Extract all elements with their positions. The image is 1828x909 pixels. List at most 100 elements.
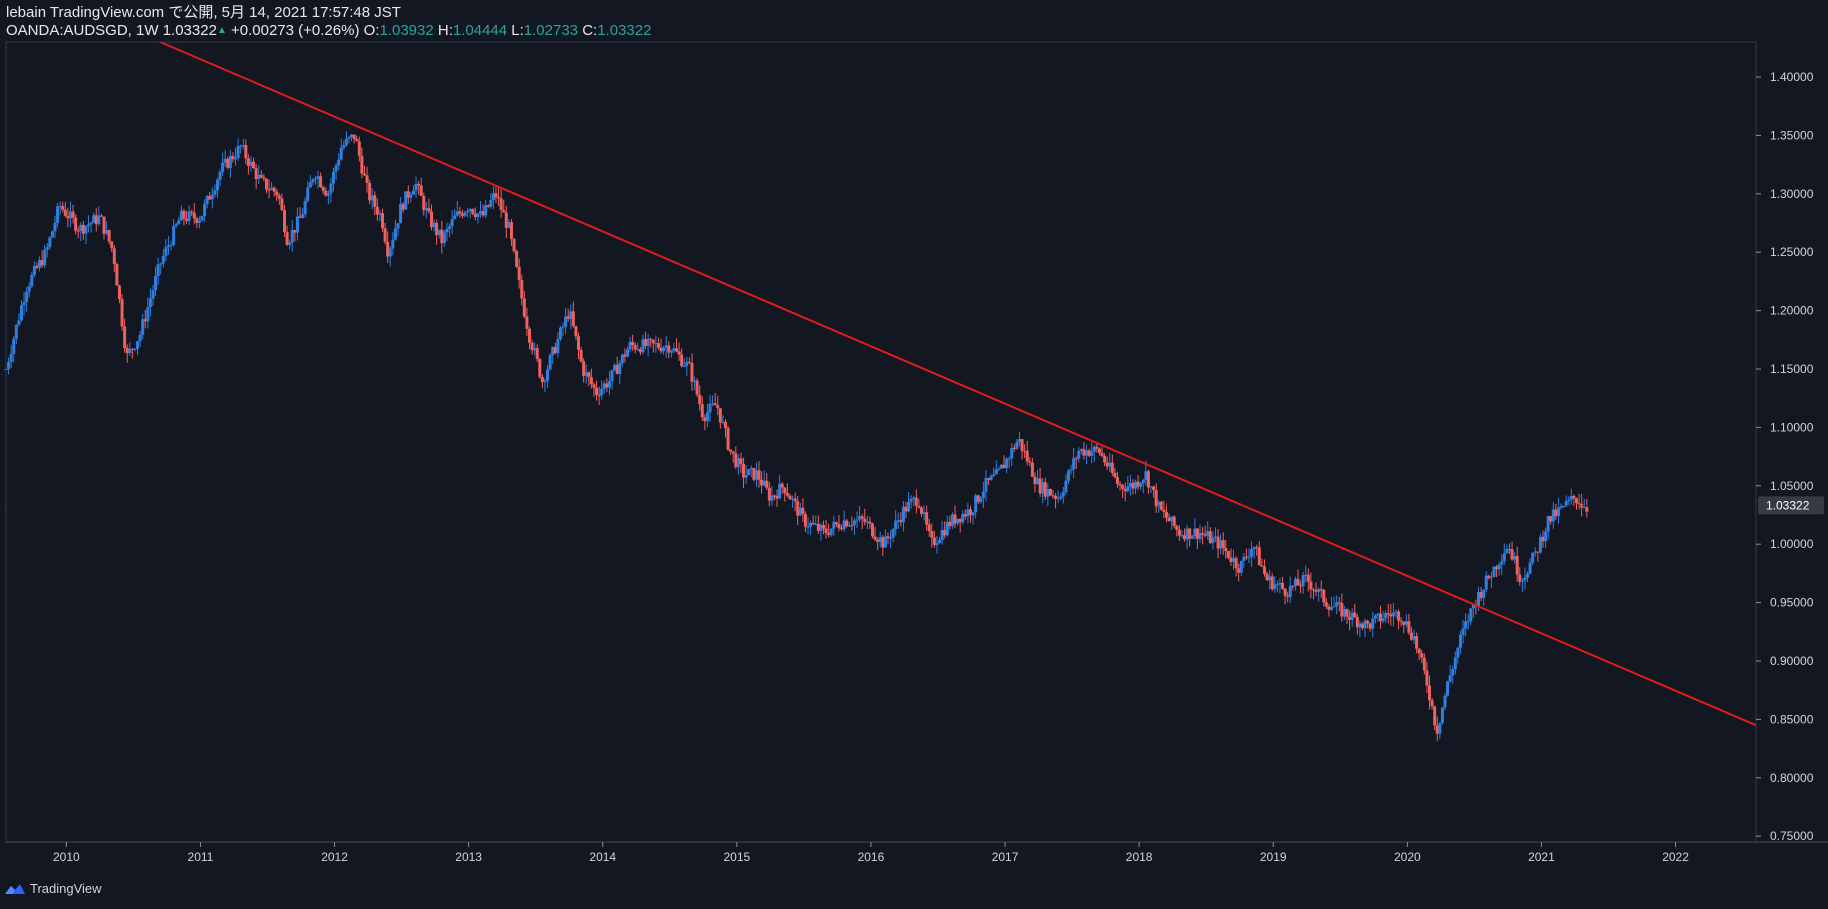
candle-up [1526, 573, 1530, 578]
candle-up [200, 215, 204, 221]
trend-line[interactable] [159, 41, 1757, 727]
candle-down [811, 522, 815, 524]
candle-up [154, 276, 158, 291]
candle-down [587, 372, 591, 378]
candle-up [303, 200, 307, 215]
candle-down [1281, 582, 1285, 589]
open-label: O: [363, 22, 380, 39]
candle-down [840, 528, 844, 530]
candle-down [365, 175, 369, 183]
candle-up [1232, 558, 1236, 562]
candle-down [1012, 447, 1016, 449]
candle-down [110, 241, 114, 249]
candle-up [1484, 575, 1488, 590]
candle-up [404, 191, 408, 210]
candle-up [1059, 496, 1063, 499]
candle-up [1538, 536, 1542, 553]
candle-down [1296, 578, 1300, 586]
candle-up [1041, 482, 1045, 494]
candle-up [463, 212, 467, 216]
candle-up [798, 507, 802, 516]
candle-down [1397, 611, 1401, 621]
candle-up [146, 307, 150, 322]
candle-up [1466, 621, 1470, 623]
candle-up [241, 145, 245, 147]
candle-up [1528, 562, 1532, 574]
candle-down [61, 206, 65, 210]
x-tick-label: 2015 [723, 850, 750, 864]
candle-up [1007, 458, 1011, 460]
candle-up [339, 147, 343, 160]
candle-down [1515, 555, 1519, 575]
candle-down [775, 495, 779, 499]
candle-down [1360, 623, 1364, 628]
candle-up [432, 222, 436, 228]
candle-up [607, 381, 611, 388]
candle-down [74, 217, 78, 231]
candle-down [522, 298, 526, 317]
candle-up [466, 211, 470, 213]
candle-down [1386, 613, 1390, 615]
candle-up [749, 467, 753, 470]
candle-up [12, 338, 16, 354]
candle-down [1435, 725, 1439, 734]
plot-frame [5, 41, 1757, 843]
y-tick-label: 0.95000 [1770, 596, 1814, 610]
candle-up [1108, 462, 1112, 467]
candle-up [669, 350, 673, 353]
candle-down [914, 497, 918, 506]
candle-down [1270, 576, 1274, 590]
candle-up [842, 520, 846, 530]
candle-down [486, 205, 490, 207]
candle-up [1456, 647, 1460, 658]
candle-down [687, 362, 691, 364]
ohlc-line: OANDA:AUDSGD, 1W 1.03322▲ +0.00273 (+0.2… [6, 22, 651, 40]
candle-up [301, 214, 305, 218]
candle-up [249, 161, 253, 166]
open-value: 1.03932 [379, 22, 434, 39]
candle-down [1175, 526, 1179, 530]
candle-up [584, 372, 588, 376]
candle-down [1572, 496, 1576, 499]
candle-down [760, 479, 764, 486]
candle-up [747, 469, 751, 476]
candle-up [306, 187, 310, 201]
candle-up [1092, 446, 1096, 452]
candle-down [352, 134, 356, 139]
candle-up [1139, 483, 1143, 487]
candle-up [979, 497, 983, 502]
candle-down [1430, 700, 1434, 707]
candle-down [968, 509, 972, 516]
candle-up [654, 343, 658, 345]
candle-down [1379, 613, 1383, 622]
candle-up [1453, 657, 1457, 670]
candle-up [569, 311, 573, 319]
candle-down [525, 316, 529, 329]
candle-up [1332, 606, 1336, 608]
candle-up [1546, 516, 1550, 532]
candle-up [1556, 507, 1560, 517]
candle-down [1407, 621, 1411, 633]
candle-down [752, 467, 756, 480]
x-tick-label: 2018 [1126, 850, 1153, 864]
candle-up [97, 215, 101, 225]
candle-down [515, 251, 519, 267]
candle-up [1533, 551, 1537, 553]
candle-down [1131, 483, 1135, 489]
close-label: C: [582, 22, 598, 39]
candle-up [1185, 528, 1189, 540]
y-tick-label: 1.30000 [1770, 187, 1814, 201]
tradingview-footer[interactable]: TradingView [4, 881, 102, 896]
candle-down [1113, 472, 1117, 478]
candle-down [631, 341, 635, 346]
candle-up [974, 495, 978, 513]
candle-down [927, 524, 931, 532]
candle-down [401, 203, 405, 210]
candle-up [68, 211, 72, 219]
candle-up [971, 512, 975, 516]
candle-up [344, 138, 348, 145]
candle-up [234, 157, 238, 160]
candle-up [711, 403, 715, 405]
candle-down [917, 505, 921, 508]
